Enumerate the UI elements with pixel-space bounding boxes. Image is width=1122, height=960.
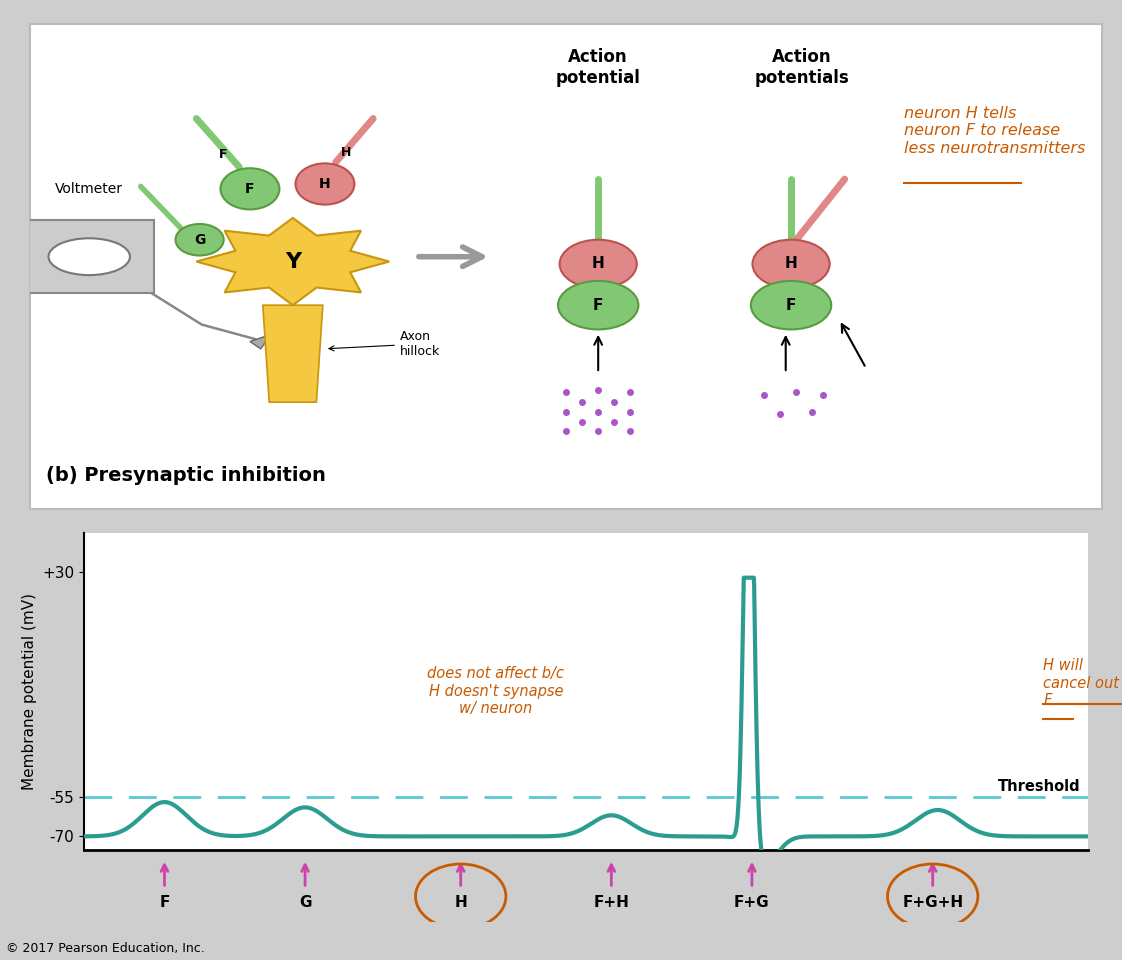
Ellipse shape [560, 240, 637, 288]
Text: F+H: F+H [594, 895, 629, 910]
Text: does not affect b/c
H doesn't synapse
w/ neuron: does not affect b/c H doesn't synapse w/… [427, 666, 564, 716]
FancyBboxPatch shape [25, 221, 154, 293]
Text: F: F [594, 298, 604, 313]
Ellipse shape [753, 240, 829, 288]
Text: Y: Y [285, 252, 301, 272]
Text: H: H [319, 177, 331, 191]
Ellipse shape [295, 163, 355, 204]
Ellipse shape [751, 281, 831, 329]
Ellipse shape [558, 281, 638, 329]
Text: Action
potential: Action potential [555, 48, 641, 87]
Text: F+G: F+G [734, 895, 770, 910]
Text: Threshold: Threshold [997, 780, 1080, 794]
Text: (b) Presynaptic inhibition: (b) Presynaptic inhibition [46, 466, 327, 485]
Text: F: F [159, 895, 169, 910]
Text: H: H [784, 256, 798, 272]
Text: Voltmeter: Voltmeter [55, 182, 123, 196]
Circle shape [48, 238, 130, 276]
Text: © 2017 Pearson Education, Inc.: © 2017 Pearson Education, Inc. [6, 942, 204, 955]
Text: F+G+H: F+G+H [902, 895, 964, 910]
Text: H: H [341, 146, 351, 159]
Y-axis label: Membrane potential (mV): Membrane potential (mV) [21, 592, 37, 790]
Text: Axon
hillock: Axon hillock [329, 330, 440, 358]
Text: H will
cancel out
F: H will cancel out F [1043, 659, 1119, 708]
Polygon shape [196, 218, 389, 305]
Text: G: G [194, 232, 205, 247]
Text: F: F [219, 149, 228, 161]
Ellipse shape [221, 168, 279, 209]
Polygon shape [263, 305, 323, 402]
Text: H: H [591, 256, 605, 272]
Text: F: F [246, 181, 255, 196]
Text: Action
potentials: Action potentials [754, 48, 849, 87]
Text: F: F [785, 298, 797, 313]
Text: H: H [454, 895, 467, 910]
Polygon shape [250, 334, 272, 348]
Text: neuron H tells
neuron F to release
less neurotransmitters: neuron H tells neuron F to release less … [903, 106, 1085, 156]
Text: G: G [298, 895, 311, 910]
Ellipse shape [175, 224, 223, 255]
FancyBboxPatch shape [30, 24, 1102, 509]
